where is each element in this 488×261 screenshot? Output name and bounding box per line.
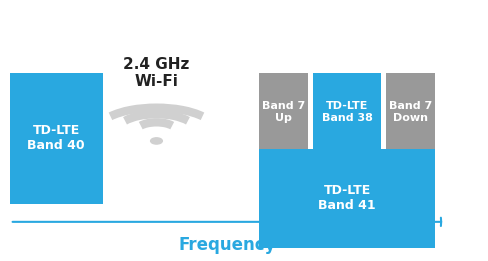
FancyBboxPatch shape — [10, 73, 102, 204]
FancyBboxPatch shape — [312, 73, 381, 151]
Text: TD-LTE
Band 38: TD-LTE Band 38 — [321, 102, 372, 123]
Text: 2.4 GHz
Wi-Fi: 2.4 GHz Wi-Fi — [123, 57, 189, 89]
Circle shape — [150, 138, 162, 144]
Text: TD-LTE
Band 41: TD-LTE Band 41 — [318, 184, 375, 212]
Text: Band 7
Up: Band 7 Up — [262, 102, 305, 123]
Text: Band 7
Down: Band 7 Down — [388, 102, 431, 123]
Text: TD-LTE
Band 40: TD-LTE Band 40 — [27, 124, 85, 152]
FancyBboxPatch shape — [259, 149, 434, 248]
FancyBboxPatch shape — [259, 73, 307, 151]
FancyBboxPatch shape — [386, 73, 434, 151]
Text: Frequency: Frequency — [178, 236, 276, 254]
